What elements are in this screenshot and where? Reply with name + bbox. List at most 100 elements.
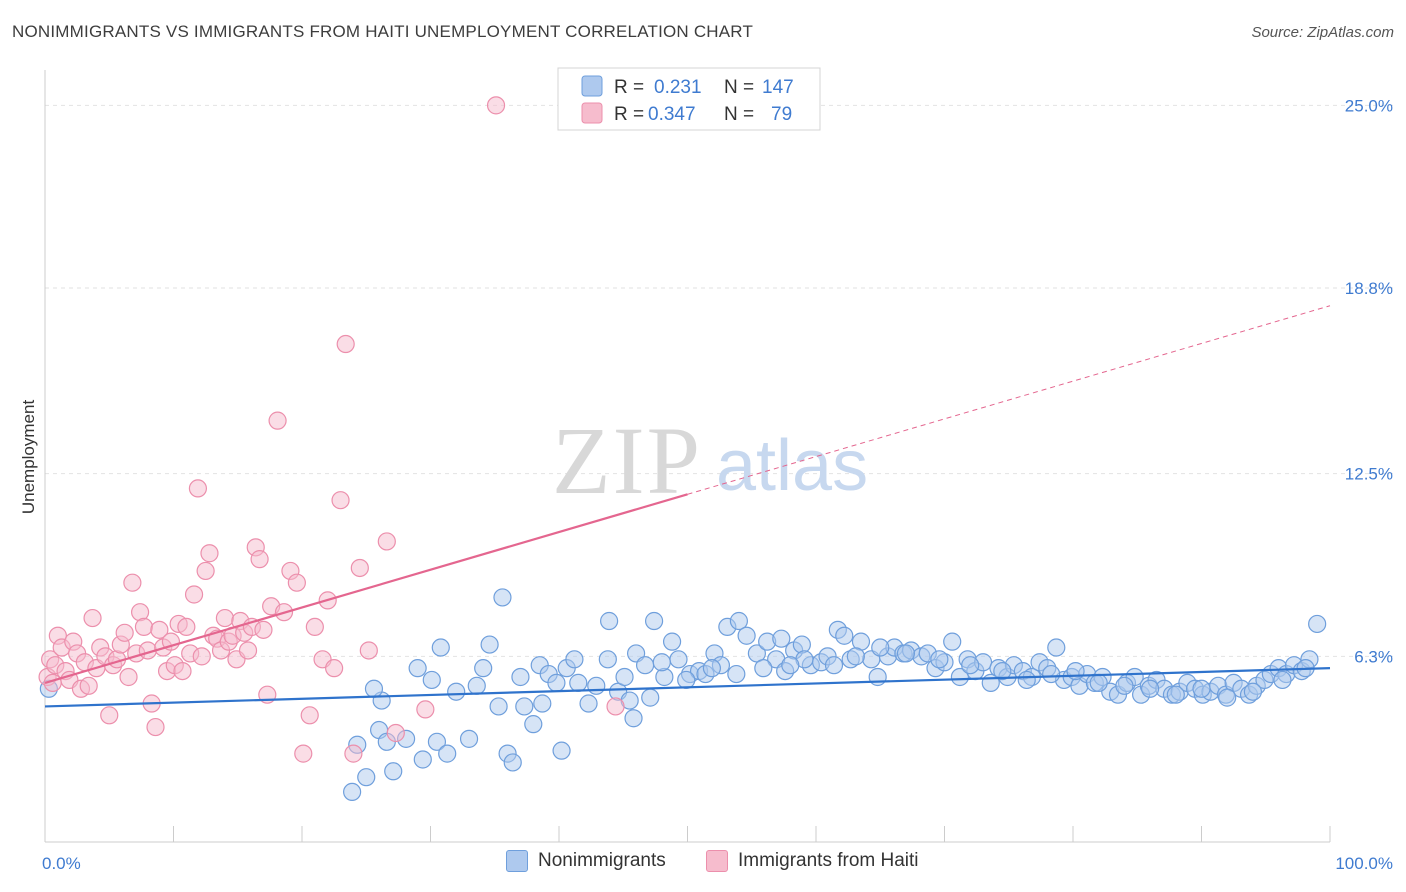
data-point <box>173 661 192 681</box>
data-point <box>1066 661 1085 681</box>
data-point <box>377 532 396 551</box>
y-tick-labels: 6.3% 12.5% 18.8% 25.0% <box>1345 96 1393 666</box>
data-point <box>615 667 634 687</box>
data-point <box>515 697 534 716</box>
data-point <box>943 632 962 651</box>
data-point <box>1140 679 1160 698</box>
data-point <box>357 768 376 787</box>
data-point <box>579 694 598 713</box>
x-tick-label: 0.0% <box>42 854 81 873</box>
data-point <box>196 561 215 581</box>
data-point <box>961 656 980 675</box>
chart-title: NONIMMIGRANTS VS IMMIGRANTS FROM HAITI U… <box>12 22 754 41</box>
legend-n-label: N = <box>724 104 754 125</box>
data-point <box>600 611 619 631</box>
data-point <box>359 641 378 660</box>
data-point <box>669 650 688 669</box>
data-point <box>677 670 696 690</box>
data-point <box>727 664 746 684</box>
data-point <box>413 750 432 769</box>
data-point <box>300 706 319 725</box>
data-point <box>431 638 450 657</box>
data-point <box>238 641 258 660</box>
data-point <box>641 688 660 707</box>
data-point <box>662 632 682 651</box>
data-point <box>824 656 844 675</box>
y-tick-label: 25.0% <box>1345 96 1393 115</box>
data-point <box>1042 664 1061 684</box>
data-point <box>161 632 181 651</box>
data-point <box>119 667 138 687</box>
data-point <box>408 659 427 678</box>
x-tick-labels: 0.0% 100.0% <box>42 854 1393 873</box>
legend-swatch-pink <box>581 102 603 124</box>
data-point <box>1243 682 1263 701</box>
data-point <box>146 717 165 737</box>
x-tick-label: 100.0% <box>1335 854 1393 873</box>
data-point <box>305 617 324 637</box>
data-point <box>364 679 384 698</box>
data-point <box>598 650 617 669</box>
data-point <box>427 732 447 751</box>
watermark-zip: ZIP <box>552 407 702 514</box>
legend-swatch-blue <box>581 75 603 97</box>
data-point <box>1166 685 1185 704</box>
data-point <box>343 782 362 802</box>
data-point <box>1115 676 1134 695</box>
data-point <box>871 638 890 657</box>
legend-item-nonimmigrants: Nonimmigrants <box>506 850 666 872</box>
data-point <box>702 659 722 678</box>
data-point <box>587 676 606 695</box>
data-point <box>115 623 134 642</box>
trend-line-nonimmigrants <box>44 667 1331 708</box>
data-point <box>792 635 811 654</box>
data-point <box>331 491 350 510</box>
data-point <box>474 659 493 678</box>
data-point <box>511 667 530 687</box>
data-point <box>493 588 512 607</box>
data-point <box>503 753 522 772</box>
series-immigrants-haiti-points <box>38 96 625 763</box>
data-point <box>79 676 98 695</box>
data-point <box>606 697 625 716</box>
data-point <box>533 694 552 713</box>
chart-source: Source: ZipAtlas.com <box>1251 24 1394 41</box>
data-point <box>737 626 756 645</box>
y-tick-label: 12.5% <box>1345 465 1393 484</box>
data-point <box>287 573 306 592</box>
data-point <box>254 620 273 639</box>
data-point <box>188 479 208 498</box>
data-point <box>294 744 313 763</box>
y-tick-label: 18.8% <box>1345 279 1393 298</box>
data-point <box>635 656 655 675</box>
data-point <box>184 585 204 604</box>
data-point <box>192 647 211 666</box>
data-point <box>1192 679 1211 698</box>
data-point <box>386 723 405 743</box>
data-point <box>268 411 287 430</box>
data-point <box>350 558 369 578</box>
trend-lines <box>44 305 1331 708</box>
y-axis-title: Unemployment <box>19 400 38 515</box>
data-point <box>1218 688 1237 707</box>
data-point <box>150 620 169 639</box>
data-point <box>200 544 219 563</box>
data-point <box>438 744 457 763</box>
data-point <box>422 670 441 690</box>
data-point <box>781 656 800 675</box>
data-point <box>565 650 584 669</box>
data-point <box>100 706 119 725</box>
watermark: ZIP atlas <box>552 407 868 514</box>
data-point <box>569 673 588 692</box>
data-point <box>868 667 887 687</box>
legend-n-value: 79 <box>771 104 792 125</box>
data-point <box>384 762 403 781</box>
data-point <box>489 697 508 716</box>
data-point <box>336 334 355 354</box>
data-point <box>754 659 773 678</box>
data-point <box>447 682 466 701</box>
data-point <box>552 741 571 760</box>
legend-r-value: 0.347 <box>648 104 696 125</box>
data-point <box>325 659 344 678</box>
data-point <box>1308 614 1327 634</box>
